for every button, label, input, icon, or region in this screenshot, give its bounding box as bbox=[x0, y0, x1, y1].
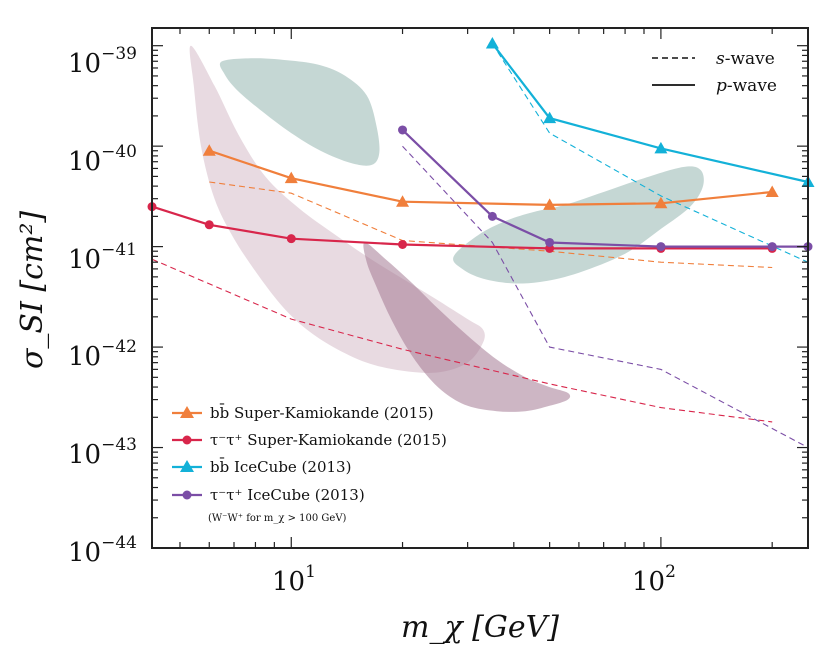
series-3-point-1 bbox=[487, 211, 497, 221]
series-1-s-wave-line bbox=[151, 258, 773, 423]
series-1-point-1 bbox=[204, 220, 214, 230]
markers-layer bbox=[147, 37, 815, 253]
y-tick-label-40: 10−40 bbox=[68, 142, 137, 177]
y-tick-label-39: 10−39 bbox=[68, 44, 137, 79]
series-3-point-3 bbox=[656, 242, 666, 252]
legend-label-tautau-icecube: τ⁻τ⁺ IceCube (2013) bbox=[210, 486, 365, 504]
ticks-layer bbox=[152, 28, 808, 549]
region-teal-lower bbox=[453, 166, 704, 284]
series-3-s-wave-line bbox=[402, 145, 809, 448]
series-3-p-wave-line bbox=[401, 129, 808, 248]
series-3-point-2 bbox=[545, 237, 555, 247]
legend-marker-tautau-icecube bbox=[182, 490, 192, 500]
series-0-point-3 bbox=[543, 198, 557, 210]
series-0-point-4 bbox=[654, 196, 668, 209]
series-2-s-wave-line bbox=[491, 43, 809, 263]
y-tick-label-41: 10−41 bbox=[68, 240, 137, 275]
x-tick-labels: 101 102 bbox=[272, 562, 676, 597]
dashed-lines-layer bbox=[151, 43, 809, 448]
series-0-s-wave-line bbox=[209, 181, 773, 269]
style-legend: s-wave p-wave bbox=[652, 49, 777, 96]
series-0-point-1 bbox=[284, 171, 298, 184]
y-tick-label-44: 10−44 bbox=[68, 533, 137, 568]
series-legend: bb̄ Super-Kamiokande (2015) τ⁻τ⁺ Super-K… bbox=[172, 404, 447, 524]
series-3-point-0 bbox=[398, 125, 408, 135]
style-legend-dashed-label: s-wave bbox=[716, 49, 775, 69]
series-0-point-5 bbox=[765, 185, 779, 197]
legend-label-tautau-superk: τ⁻τ⁺ Super-Kamiokande (2015) bbox=[210, 431, 447, 449]
series-2-point-2 bbox=[654, 141, 668, 154]
x-axis-label: m_χ [GeV] bbox=[401, 610, 559, 645]
series-2-p-wave-line bbox=[491, 42, 809, 184]
series-0-p-wave-line bbox=[208, 149, 773, 207]
regions-layer bbox=[189, 45, 704, 412]
series-2-point-1 bbox=[543, 111, 557, 124]
legend-marker-tautau-superk bbox=[182, 435, 192, 445]
y-tick-labels: 10−39 10−40 10−41 10−42 10−43 10−44 bbox=[68, 44, 137, 568]
series-1-point-3 bbox=[398, 239, 408, 249]
legend-marker-bb-icecube bbox=[180, 460, 194, 472]
style-legend-solid-label: p-wave bbox=[716, 76, 777, 96]
region-mauve bbox=[363, 242, 571, 412]
y-tick-label-43: 10−43 bbox=[68, 435, 137, 470]
legend-marker-bb-superk bbox=[180, 406, 194, 418]
legend-label-bb-icecube: bb̄ IceCube (2013) bbox=[210, 458, 351, 476]
y-axis-label: σ_SI [cm²] bbox=[15, 211, 50, 369]
series-3-point-4 bbox=[767, 242, 777, 252]
series-0-point-0 bbox=[202, 144, 216, 156]
legend-label-bb-superk: bb̄ Super-Kamiokande (2015) bbox=[210, 404, 434, 422]
region-teal-upper bbox=[219, 58, 380, 166]
x-tick-label-10: 101 bbox=[272, 562, 316, 597]
series-2-point-0 bbox=[485, 37, 499, 49]
x-tick-label-100: 102 bbox=[632, 562, 676, 597]
y-tick-label-42: 10−42 bbox=[68, 337, 137, 372]
series-1-point-2 bbox=[286, 234, 296, 244]
series-0-point-2 bbox=[396, 195, 410, 207]
legend-note: (W⁻W⁺ for m_χ > 100 GeV) bbox=[208, 513, 347, 524]
plot-frame bbox=[151, 27, 809, 549]
